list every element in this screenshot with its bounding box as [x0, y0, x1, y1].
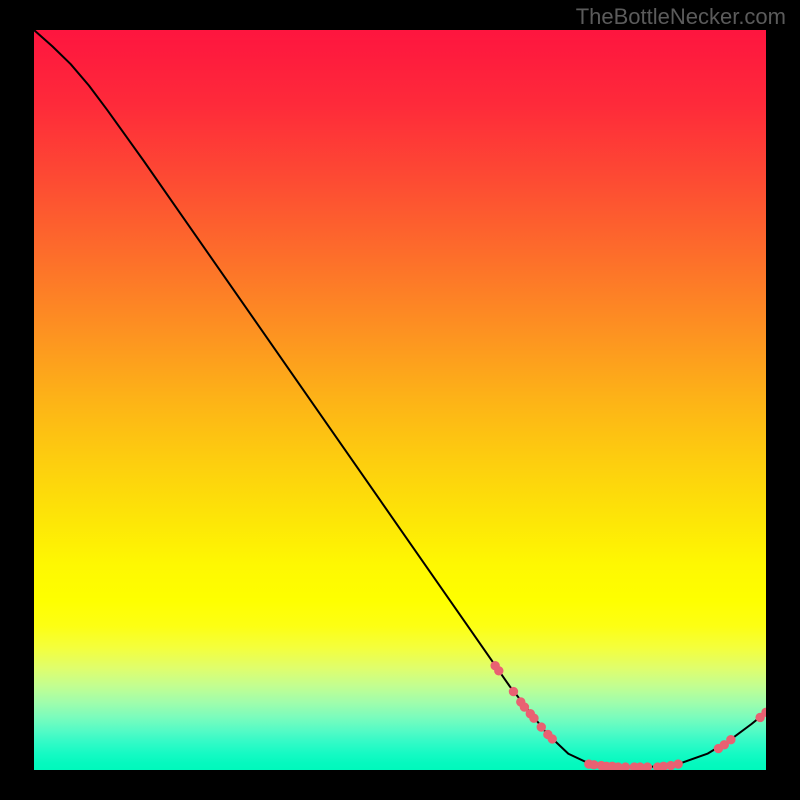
data-marker	[643, 763, 651, 770]
data-marker	[530, 714, 538, 722]
data-marker	[727, 735, 735, 743]
figure-root: TheBottleNecker.com	[0, 0, 800, 800]
plot-area	[34, 30, 766, 770]
data-marker	[520, 703, 528, 711]
data-marker	[621, 763, 629, 770]
data-marker	[674, 760, 682, 768]
data-marker	[548, 735, 556, 743]
data-marker	[509, 687, 517, 695]
data-marker	[495, 667, 503, 675]
watermark-text: TheBottleNecker.com	[576, 4, 786, 30]
bottleneck-curve	[34, 30, 766, 767]
data-marker	[537, 723, 545, 731]
data-marker	[762, 708, 766, 716]
curve-layer	[34, 30, 766, 770]
data-markers	[491, 661, 766, 770]
